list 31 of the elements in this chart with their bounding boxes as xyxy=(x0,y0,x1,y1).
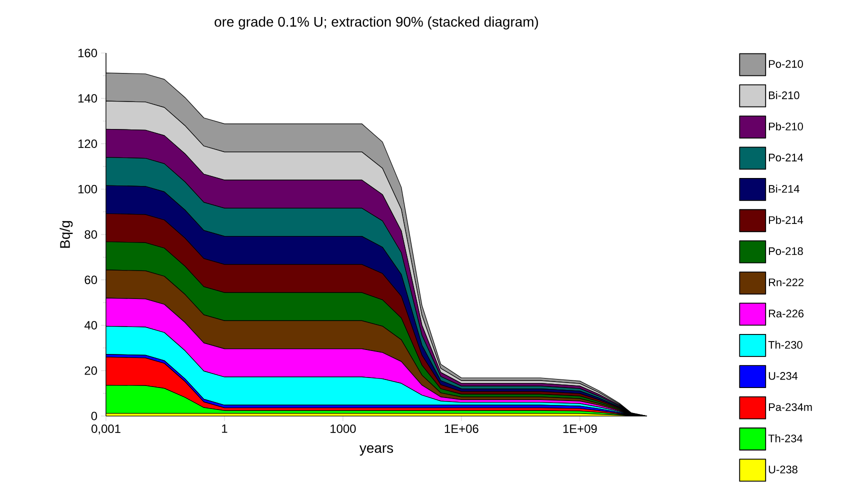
legend-label: U-234 xyxy=(768,372,798,380)
legend-label: Bi-214 xyxy=(768,184,800,193)
legend-label: U-238 xyxy=(768,466,798,474)
legend-label: Po-218 xyxy=(768,247,803,256)
legend-label: Pb-210 xyxy=(768,122,803,130)
y-tick-label: 40 xyxy=(84,321,98,330)
legend-label: Th-230 xyxy=(768,340,802,349)
y-tick-label: 140 xyxy=(78,94,98,103)
y-tick-label: 60 xyxy=(84,276,98,284)
y-tick-label: 120 xyxy=(78,140,98,148)
x-tick-label: 0,001 xyxy=(92,424,120,434)
legend-label: Po-210 xyxy=(768,60,803,68)
x-axis-title: years xyxy=(359,445,394,456)
x-tick-label: 1000 xyxy=(330,424,356,433)
chart-title: ore grade 0.1% U; extraction 90% (stacked diagram) xyxy=(214,16,538,30)
y-tick-label: 20 xyxy=(84,366,98,375)
legend-label: Th-234 xyxy=(768,434,802,442)
y-tick-label: 100 xyxy=(78,184,98,194)
legend-label: Bi-210 xyxy=(768,91,800,100)
legend-label: Rn-222 xyxy=(768,278,804,286)
legend-label: Pb-214 xyxy=(768,216,804,224)
y-tick-label: 80 xyxy=(84,230,98,239)
y-axis-title: Bq/g xyxy=(60,221,73,248)
y-tick-label: 160 xyxy=(78,48,98,58)
y-tick-label: 0 xyxy=(91,412,98,420)
x-tick-label: 1E+09 xyxy=(563,424,597,433)
legend-label: Po-214 xyxy=(768,154,804,162)
legend-label: Pa-234m xyxy=(768,403,812,411)
x-tick-label: 1 xyxy=(222,424,228,433)
legend-label: Ra-226 xyxy=(768,310,804,318)
x-tick-label: 1E+06 xyxy=(444,424,478,433)
